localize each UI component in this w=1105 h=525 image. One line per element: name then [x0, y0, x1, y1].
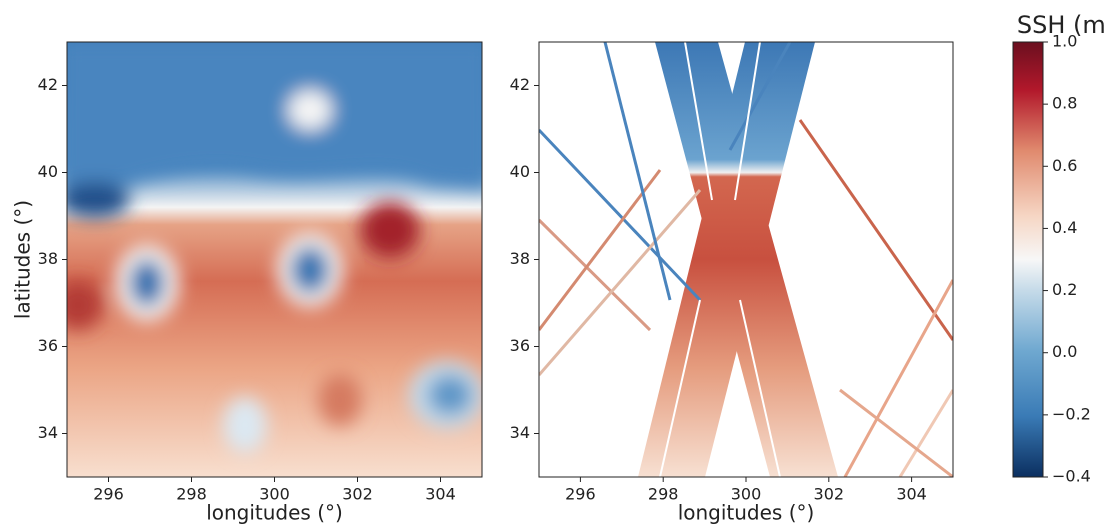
colorbar-tick-label: 0.2	[1052, 280, 1077, 299]
x-axis-label: longitudes (°)	[206, 501, 343, 525]
y-tick-label: 34	[510, 423, 530, 442]
field-right	[539, 42, 953, 477]
x-tick-label: 302	[814, 485, 845, 504]
colorbar-tick-label: 0.6	[1052, 156, 1077, 175]
colorbar-tick-label: −0.2	[1052, 404, 1091, 423]
x-tick-label: 296	[93, 485, 124, 504]
y-tick-label: 36	[38, 336, 58, 355]
y-tick-label: 40	[38, 162, 58, 181]
y-tick-label: 42	[510, 75, 530, 94]
colorbar-tick-label: 0.0	[1052, 342, 1077, 361]
colorbar-title: SSH (m)	[1017, 11, 1105, 39]
x-tick-label: 302	[342, 485, 373, 504]
y-tick-label: 40	[510, 162, 530, 181]
colorbar-tick-label: 1.0	[1052, 32, 1077, 51]
y-tick-label: 42	[38, 75, 58, 94]
y-tick-label: 34	[38, 423, 58, 442]
x-tick-label: 298	[176, 485, 207, 504]
x-tick-label: 304	[896, 485, 927, 504]
colorbar-tick-label: 0.4	[1052, 218, 1077, 237]
colorbar	[1012, 41, 1044, 478]
colorbar-tick-label: −0.4	[1052, 467, 1091, 486]
y-axis-label: latitudes (°)	[11, 200, 35, 319]
x-tick-label: 304	[425, 485, 456, 504]
x-tick-label: 300	[731, 485, 762, 504]
colorbar-tick-label: 0.8	[1052, 94, 1077, 113]
x-axis-label: longitudes (°)	[678, 501, 815, 525]
y-tick-label: 38	[510, 249, 530, 268]
x-tick-label: 300	[259, 485, 290, 504]
y-tick-label: 38	[38, 249, 58, 268]
x-tick-label: 296	[565, 485, 596, 504]
y-tick-label: 36	[510, 336, 530, 355]
field-left	[67, 42, 482, 477]
x-tick-label: 298	[648, 485, 679, 504]
